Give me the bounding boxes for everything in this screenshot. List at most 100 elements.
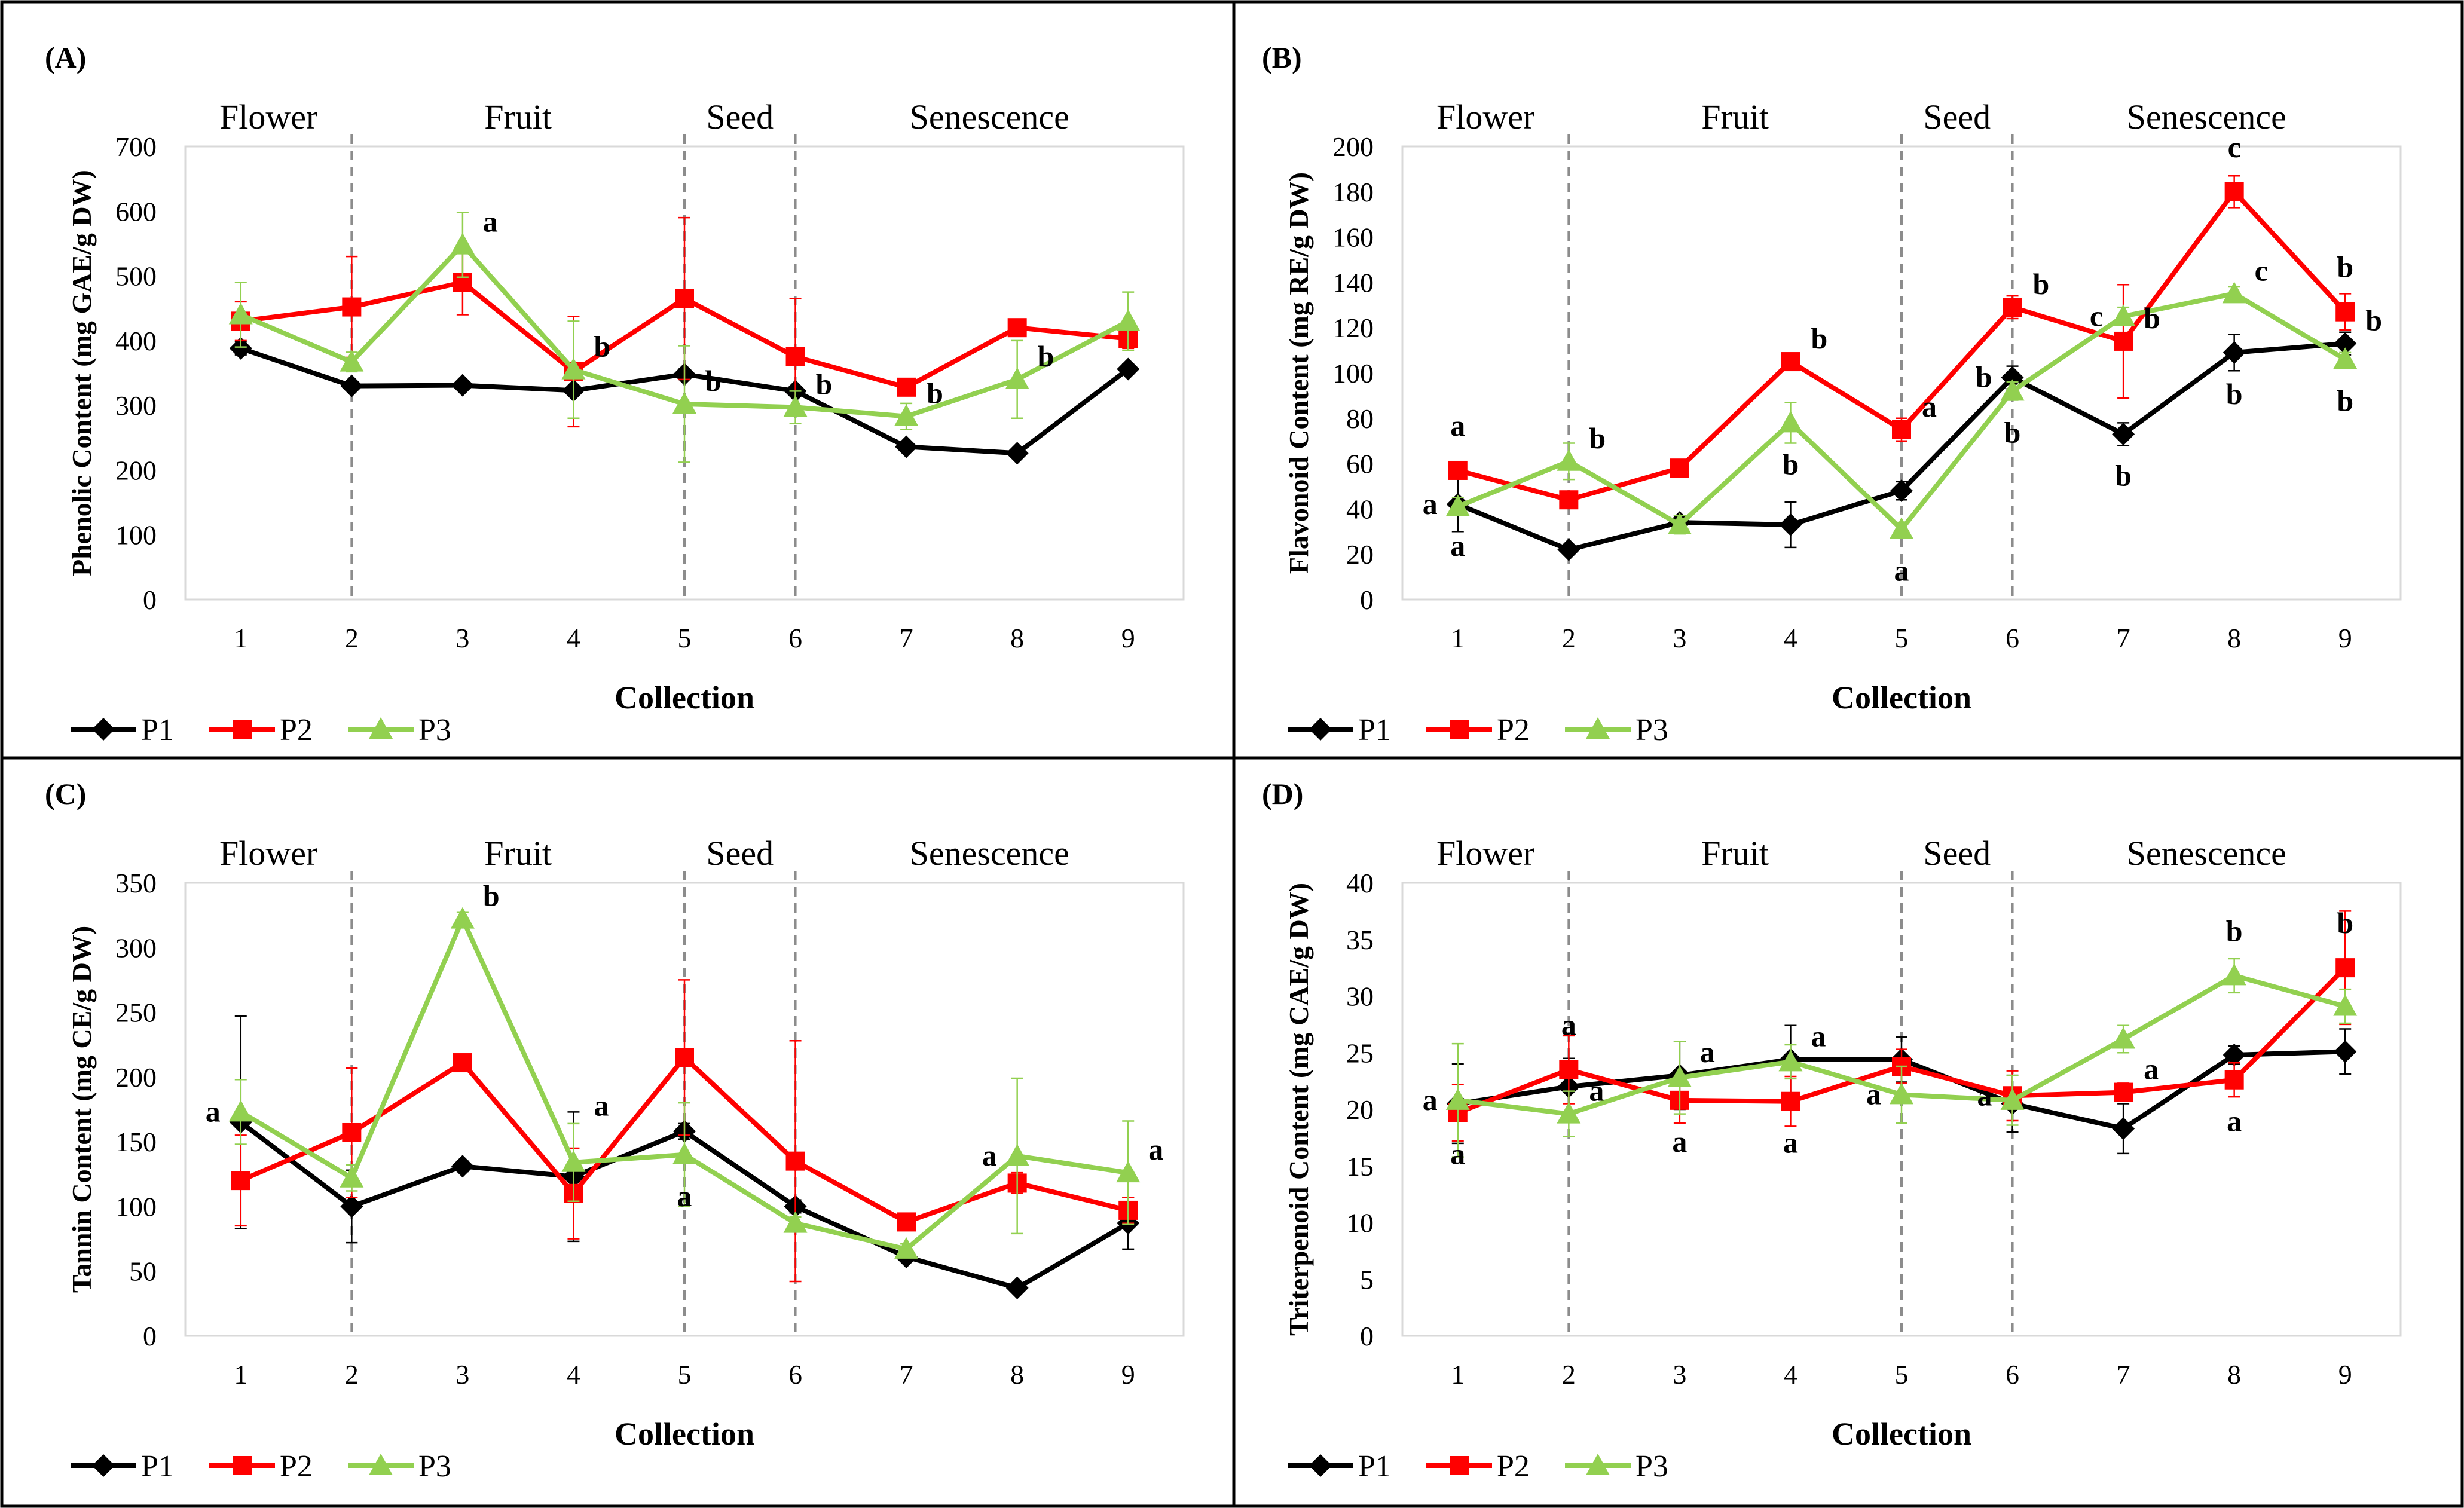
- data-point: [340, 350, 364, 372]
- x-tick-label: 1: [234, 623, 247, 653]
- legend-marker: [369, 717, 393, 739]
- data-point: [1559, 490, 1579, 510]
- x-tick-label: 5: [1895, 623, 1909, 653]
- y-tick-label: 20: [1346, 539, 1374, 570]
- chart-panel-1: (A) 0 100 200 300 400 500 600 700 1 2 3 4 5 6 7 8 9 Flower…: [45, 41, 1185, 747]
- y-tick-label: 100: [115, 520, 157, 550]
- legend-marker: [233, 1456, 252, 1475]
- data-point: [2222, 963, 2246, 986]
- x-tick-label: 1: [1451, 623, 1465, 653]
- significance-letter: b: [1038, 339, 1054, 373]
- stage-label-senescence: Senescence: [2127, 97, 2286, 136]
- y-tick-label: 40: [1346, 494, 1374, 524]
- x-tick-label: 5: [678, 623, 692, 653]
- series-p3: [1445, 958, 2358, 1158]
- y-tick-label: 500: [115, 261, 157, 292]
- data-point: [340, 1195, 363, 1218]
- x-axis-title: Collection: [1832, 1416, 1971, 1452]
- data-point: [451, 374, 474, 397]
- significance-letter: a: [1450, 529, 1465, 562]
- data-point: [342, 1122, 362, 1142]
- y-tick-label: 10: [1346, 1208, 1374, 1238]
- legend-marker: [369, 1454, 393, 1475]
- stage-label-senescence: Senescence: [910, 97, 1069, 136]
- data-point: [342, 297, 362, 317]
- x-tick-label: 4: [567, 1359, 580, 1390]
- x-tick-label: 2: [345, 1359, 359, 1390]
- significance-letter: a: [1922, 390, 1937, 423]
- significance-letter: a: [1423, 487, 1438, 521]
- x-tick-label: 2: [1562, 1359, 1576, 1390]
- data-point: [2335, 302, 2355, 322]
- plot-area: [184, 882, 1185, 1337]
- stage-label-fruit: Fruit: [1701, 97, 1769, 136]
- data-point: [2333, 347, 2358, 369]
- legend-marker: [92, 1454, 115, 1477]
- x-tick-label: 7: [2117, 623, 2130, 653]
- legend-label: P3: [418, 1449, 451, 1483]
- significance-letter: b: [705, 364, 722, 397]
- stage-label-flower: Flower: [1436, 97, 1534, 136]
- x-tick-label: 9: [2338, 1359, 2352, 1390]
- significance-letter: b: [2144, 301, 2160, 335]
- x-tick-label: 5: [1895, 1359, 1909, 1390]
- data-point: [894, 404, 919, 426]
- legend-label: P1: [141, 1449, 174, 1483]
- significance-letter: b: [2337, 384, 2353, 417]
- data-point: [451, 1155, 474, 1178]
- legend-marker: [1309, 718, 1332, 741]
- series-p3: [228, 212, 1141, 463]
- legend-marker: [1450, 1456, 1469, 1475]
- data-point: [2111, 304, 2136, 326]
- legend-marker: [1450, 720, 1469, 739]
- x-tick-label: 9: [2338, 623, 2352, 653]
- panel-label: (D): [1262, 777, 1303, 810]
- series-p2: [1448, 175, 2355, 510]
- legend-label: P2: [1497, 713, 1530, 747]
- y-tick-label: 700: [115, 131, 157, 162]
- stage-label-flower: Flower: [1436, 834, 1534, 873]
- y-tick-label: 25: [1346, 1038, 1374, 1068]
- plot-area: [1401, 882, 2402, 1337]
- significance-letter: c: [2228, 130, 2241, 164]
- x-tick-label: 4: [1784, 623, 1797, 653]
- series-p3: [228, 907, 1141, 1259]
- y-axis-title: Phenolic Content (mg GAE/g DW): [66, 170, 97, 576]
- y-tick-label: 300: [115, 390, 157, 421]
- x-tick-label: 8: [2227, 623, 2241, 653]
- significance-letter: b: [2115, 458, 2132, 492]
- chart-panel-3: (C) 0 50 100 150 200 250 300 350 1 2 3 4 5 6 7 8 9 Flower F…: [45, 777, 1185, 1483]
- x-tick-label: 3: [1673, 1359, 1686, 1390]
- series-p3: [1445, 282, 2358, 539]
- significance-letter: b: [2226, 377, 2243, 411]
- data-point: [1557, 1102, 1581, 1124]
- data-point: [785, 1151, 805, 1171]
- legend-marker: [1309, 1454, 1332, 1477]
- legend-label: P2: [1497, 1449, 1530, 1483]
- significance-letter: b: [2365, 304, 2382, 337]
- data-point: [1448, 460, 1468, 480]
- y-tick-label: 60: [1346, 449, 1374, 479]
- data-point: [340, 1166, 364, 1188]
- x-tick-label: 7: [2117, 1359, 2130, 1390]
- significance-letter: b: [2337, 250, 2353, 284]
- x-tick-label: 8: [2227, 1359, 2241, 1390]
- data-point: [2224, 1070, 2244, 1090]
- data-point: [1890, 1082, 1913, 1105]
- data-point: [231, 1171, 250, 1191]
- legend-label: P1: [1358, 713, 1391, 747]
- chart-panel-4: (D) 0 5 10 15 20 25 30 35 40 1 2 3 4 5 6 7 8 9 Flower Fruit S…: [1262, 777, 2402, 1483]
- data-point: [1890, 479, 1913, 503]
- significance-letter: a: [1589, 1074, 1604, 1108]
- y-tick-label: 200: [1332, 131, 1374, 162]
- legend: P1 P2 P3: [1288, 713, 1668, 747]
- significance-letter: b: [2226, 914, 2243, 947]
- data-point: [1445, 1088, 1470, 1110]
- plot-area: [184, 145, 1185, 601]
- stage-label-seed: Seed: [1923, 97, 1991, 136]
- significance-letter: a: [206, 1094, 221, 1128]
- significance-letter: a: [1783, 1126, 1798, 1160]
- stage-label-seed: Seed: [1923, 834, 1991, 873]
- legend-label: P3: [1635, 713, 1668, 747]
